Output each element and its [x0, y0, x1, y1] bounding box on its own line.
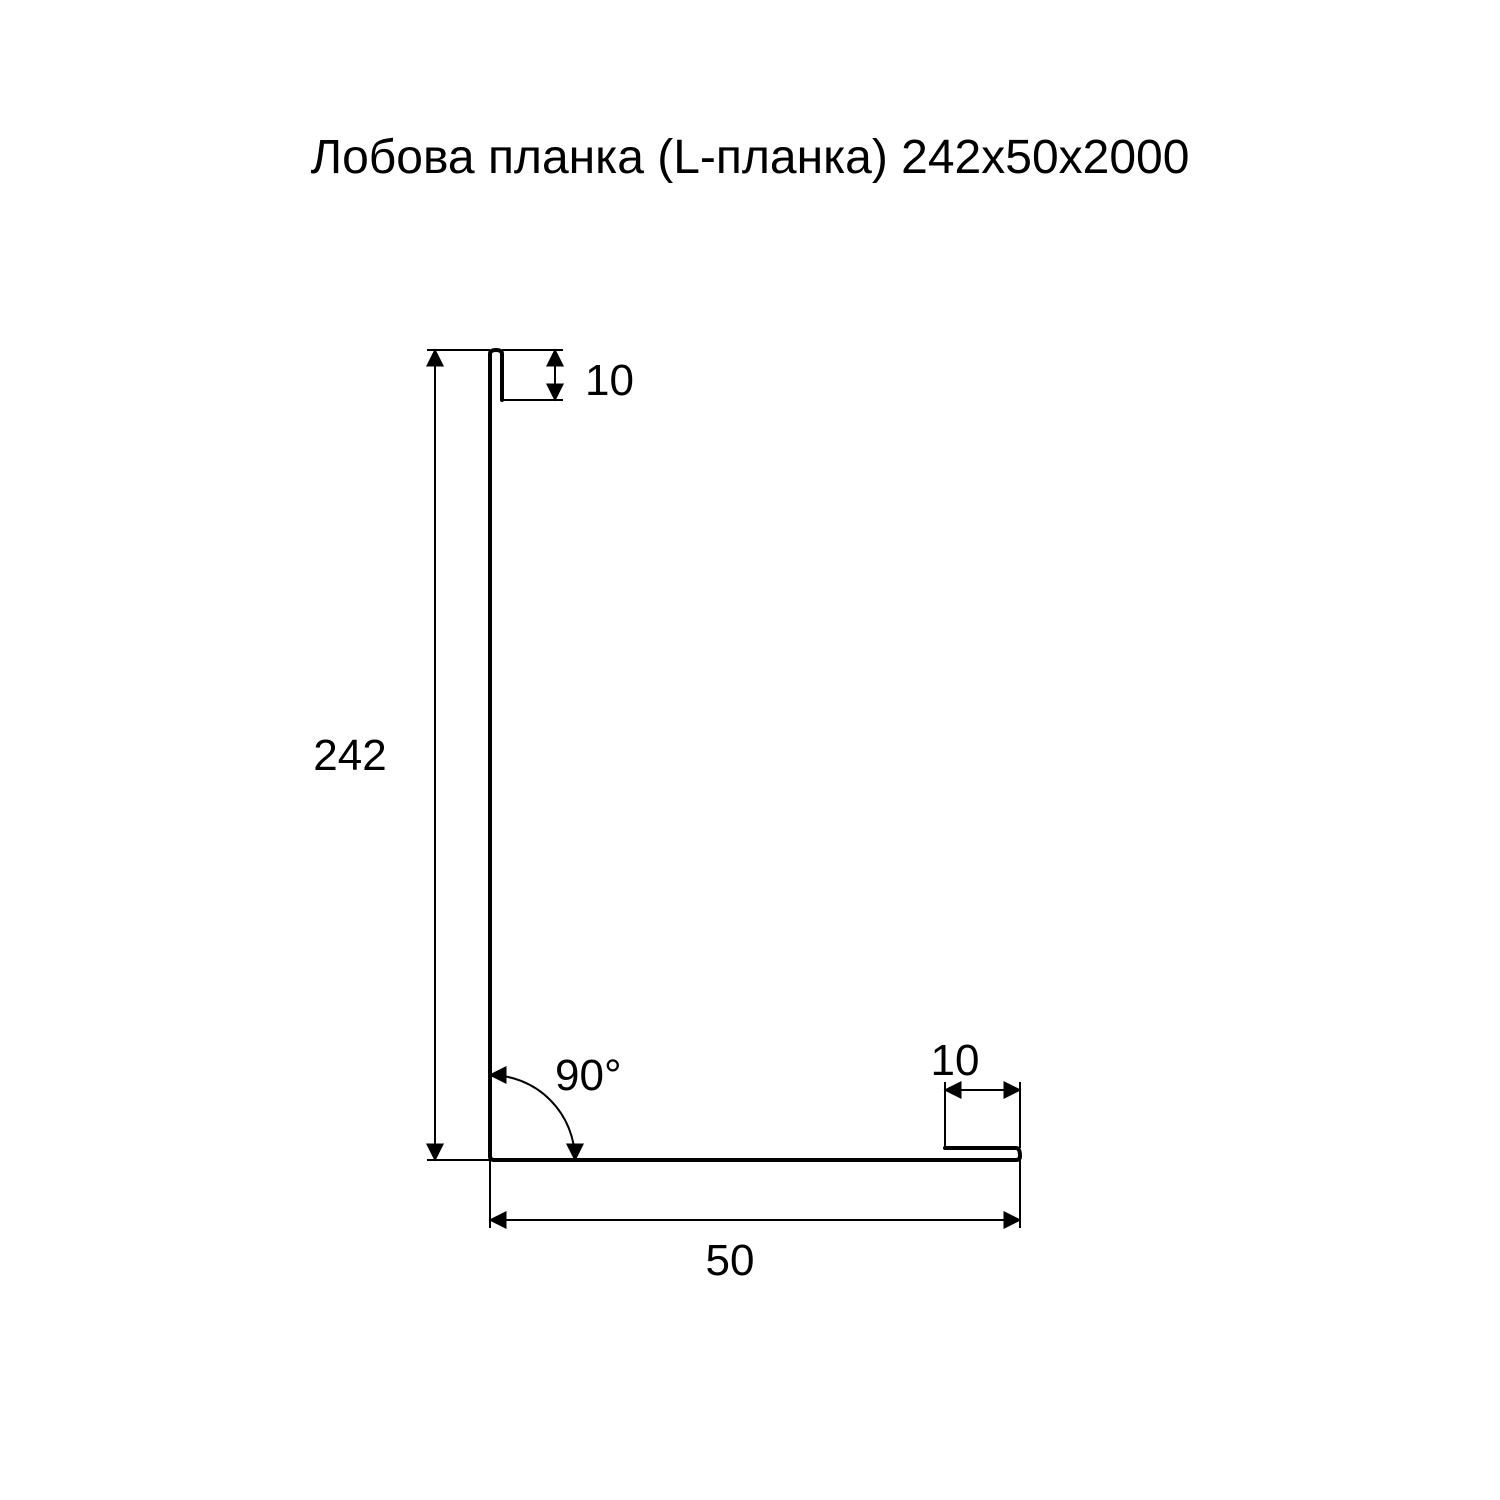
- dimension-lip-top: 10: [502, 350, 634, 405]
- dimension-height-value: 242: [313, 731, 386, 780]
- dimension-lip-right: 10: [931, 1036, 1020, 1148]
- diagram-title: Лобова планка (L-планка) 242х50х2000: [0, 130, 1500, 185]
- dimension-width: 50: [490, 1160, 1020, 1285]
- dimension-width-value: 50: [706, 1236, 755, 1285]
- dimension-angle: 90°: [490, 1051, 622, 1160]
- profile-diagram: 242 50 10 10 90°: [0, 0, 1500, 1500]
- dimension-lip-top-value: 10: [585, 356, 634, 405]
- dimension-angle-value: 90°: [555, 1051, 622, 1100]
- dimension-height: 242: [313, 350, 490, 1160]
- dimension-lip-right-value: 10: [931, 1036, 980, 1085]
